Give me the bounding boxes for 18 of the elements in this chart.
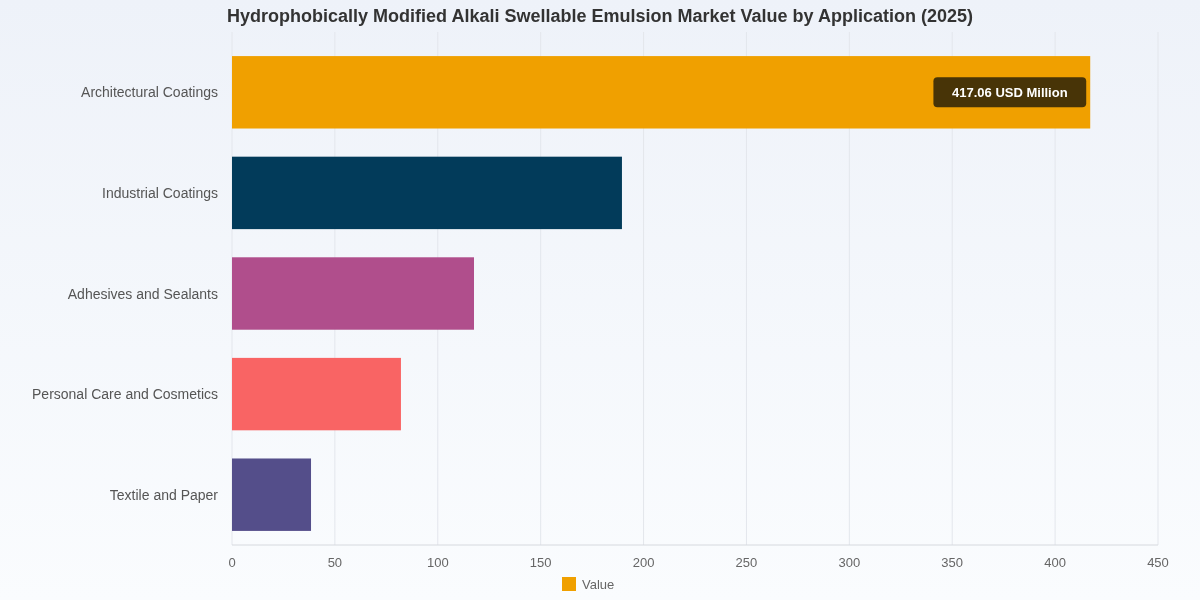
y-tick-label: Textile and Paper xyxy=(109,486,219,503)
x-tick-label: 0 xyxy=(228,555,236,570)
y-tick-label: Industrial Coatings xyxy=(102,184,218,201)
x-tick-label: 450 xyxy=(1147,555,1169,570)
x-tick-label: 50 xyxy=(327,555,343,570)
chart-title: Hydrophobically Modified Alkali Swellable Emulsion Market Value by Application (2025) xyxy=(227,6,973,26)
legend-label: Value xyxy=(582,577,615,592)
x-tick-label: 300 xyxy=(838,555,861,570)
x-tick-label: 250 xyxy=(735,555,758,570)
data-label: 417.06 USD Million xyxy=(952,85,1068,101)
x-tick-label: 150 xyxy=(529,555,552,570)
y-tick-label: Adhesives and Sealants xyxy=(67,285,218,302)
y-tick-label: Architectural Coatings xyxy=(81,84,218,101)
y-tick-label: Personal Care and Cosmetics xyxy=(32,386,218,403)
x-tick-label: 400 xyxy=(1044,555,1066,570)
x-tick-label: 350 xyxy=(941,555,964,570)
x-tick-label: 200 xyxy=(632,555,655,570)
x-tick-label: 100 xyxy=(426,555,449,570)
